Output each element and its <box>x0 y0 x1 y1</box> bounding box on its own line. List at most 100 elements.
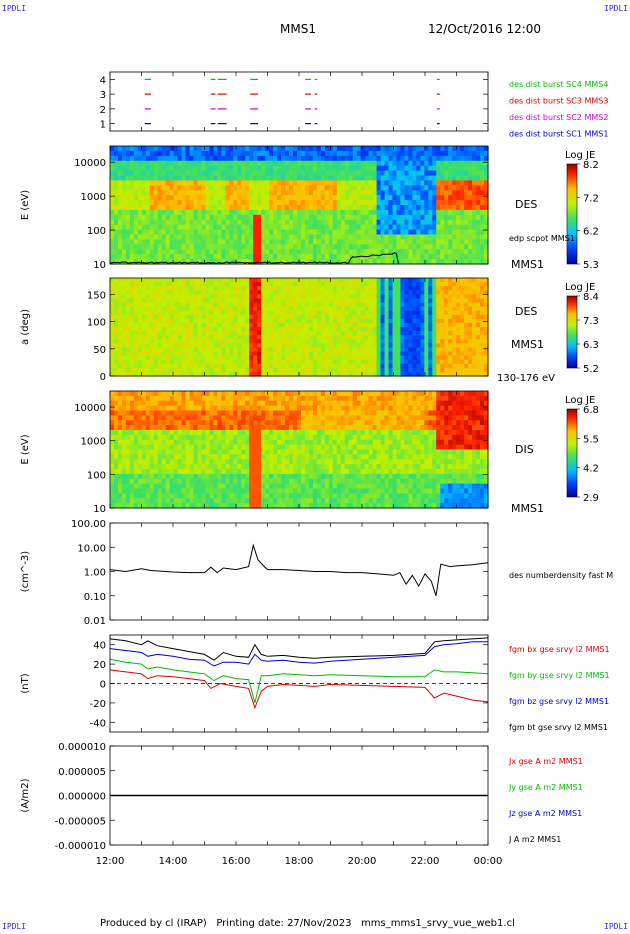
pitch-angle-cell <box>464 335 469 340</box>
des-energy-cell <box>113 175 119 182</box>
des-energy-cell <box>253 146 258 152</box>
pitch-angle-cell <box>312 343 318 349</box>
des-energy-cell <box>169 165 175 172</box>
des-energy-cell <box>233 165 238 172</box>
dis-energy-cell <box>157 478 163 485</box>
pitch-angle-cell <box>165 355 171 361</box>
des-energy-cell <box>269 175 274 182</box>
dis-energy-cell <box>173 405 179 412</box>
dis-energy-cell <box>133 488 139 494</box>
des-energy-cell <box>153 229 159 236</box>
des-energy-cell <box>316 229 322 236</box>
pitch-angle-cell <box>273 302 278 308</box>
pitch-angle-cell <box>424 322 429 328</box>
dis-energy-cell <box>110 405 115 412</box>
pitch-angle-cell <box>348 359 354 365</box>
des-energy-cell <box>237 195 242 201</box>
pitch-angle-cell <box>392 359 398 365</box>
pitch-angle-cell <box>388 290 394 295</box>
pitch-angle-cell <box>308 322 314 328</box>
dis-energy-cell <box>145 464 151 470</box>
des-energy-cell <box>121 150 127 157</box>
dis-energy-cell <box>141 483 147 490</box>
pitch-angle-cell <box>308 339 314 344</box>
pitch-angle-cell <box>464 322 469 328</box>
pitch-angle-cell <box>233 327 238 332</box>
des-energy-cell <box>157 170 163 177</box>
pitch-angle-cell <box>416 286 421 291</box>
des-energy-cell <box>297 155 302 162</box>
pitch-angle-cell <box>165 343 171 349</box>
pitch-angle-cell <box>368 339 374 344</box>
des-energy-cell <box>161 219 167 226</box>
des-energy-cell <box>420 185 425 191</box>
pitch-angle-cell <box>185 322 191 328</box>
des-energy-cell <box>468 180 473 186</box>
pitch-angle-cell <box>408 306 413 312</box>
pitch-angle-cell <box>189 282 195 287</box>
pitch-angle-cell <box>205 367 211 373</box>
des-energy-cell <box>332 239 338 245</box>
pitch-angle-cell <box>360 355 366 361</box>
pitch-angle-cell <box>117 302 123 308</box>
pitch-angle-cell <box>149 339 155 344</box>
des-energy-cell <box>293 160 298 167</box>
des-energy-cell <box>384 234 390 241</box>
pitch-angle-cell <box>110 355 115 361</box>
des-energy-cell <box>149 254 155 260</box>
pitch-angle-cell <box>436 343 441 349</box>
des-energy-cell <box>217 160 223 167</box>
pitch-angle-cell <box>157 331 163 336</box>
pitch-angle-cell <box>408 278 413 283</box>
des-energy-cell <box>432 180 437 186</box>
des-energy-cell <box>177 239 183 245</box>
des-energy-cell <box>464 185 469 191</box>
pitch-angle-cell <box>161 339 167 344</box>
des-energy-cell <box>412 175 417 182</box>
pitch-angle-cell <box>277 306 282 312</box>
pitch-angle-cell <box>352 347 358 353</box>
des-energy-cell <box>185 195 191 201</box>
pitch-angle-cell <box>308 302 314 308</box>
pitch-angle-cell <box>285 335 290 340</box>
dis-energy-cell <box>110 498 115 504</box>
des-energy-cell <box>316 170 322 177</box>
des-energy-cell <box>360 254 366 260</box>
des-energy-cell <box>340 180 346 186</box>
dis-energy-cell <box>157 493 163 499</box>
des-energy-cell <box>221 200 226 206</box>
pitch-angle-cell <box>209 339 215 344</box>
dis-energy-cell <box>110 395 115 402</box>
pitch-angle-cell <box>308 367 314 373</box>
pitch-angle-cell <box>253 355 258 361</box>
pitch-angle-cell <box>416 278 421 283</box>
dis-energy-cell <box>133 473 139 480</box>
des-energy-cell <box>177 244 183 250</box>
dis-energy-cell <box>110 439 115 446</box>
des-energy-cell <box>356 224 362 231</box>
pitch-angle-cell <box>308 359 314 365</box>
des-energy-cell <box>265 254 270 260</box>
des-energy-cell <box>177 224 183 231</box>
pitch-angle-cell <box>328 339 334 344</box>
des-energy-cell <box>404 155 410 162</box>
des-energy-cell <box>440 244 445 250</box>
des-energy-cell <box>137 165 143 172</box>
dis-energy-cell <box>153 425 159 431</box>
pitch-angle-cell <box>364 302 370 308</box>
pitch-angle-cell <box>456 331 461 336</box>
des-energy-cell <box>300 249 306 255</box>
des-energy-cell <box>137 209 143 216</box>
des-energy-cell <box>380 229 386 236</box>
pitch-angle-cell <box>253 359 258 365</box>
dis-energy-cell <box>117 498 123 504</box>
des-energy-cell <box>408 209 413 216</box>
des-energy-cell <box>241 180 246 186</box>
pitch-angle-cell <box>316 343 322 349</box>
des-energy-cell <box>277 155 282 162</box>
des-energy-cell <box>269 185 274 191</box>
des-energy-cell <box>464 254 469 260</box>
dis-energy-cell <box>133 434 139 441</box>
des-energy-cell <box>380 224 386 231</box>
pitch-angle-cell <box>332 327 338 332</box>
